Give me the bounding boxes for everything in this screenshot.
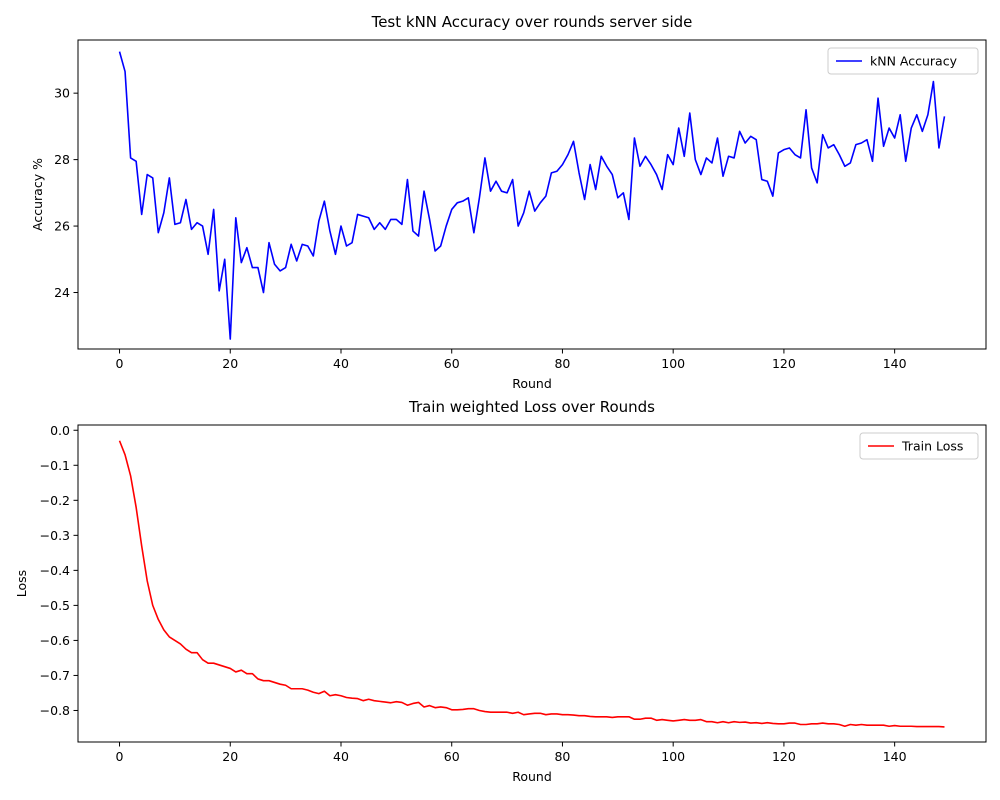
loss-x-tick-label: 40: [333, 749, 349, 764]
loss-chart-title: Train weighted Loss over Rounds: [408, 398, 655, 416]
accuracy-y-tick-label: 26: [54, 219, 70, 234]
loss-y-tick-label: 0.0: [50, 423, 70, 438]
loss-y-tick-label: −0.6: [40, 633, 70, 648]
loss-series-line: [118, 440, 945, 728]
accuracy-legend: kNN Accuracy: [827, 47, 979, 75]
loss-y-tick-label: −0.4: [40, 563, 70, 578]
loss-y-tick-label: −0.5: [40, 598, 70, 613]
accuracy-chart: Test kNN Accuracy over rounds server sid…: [30, 13, 987, 391]
loss-x-tick-label: 100: [661, 749, 685, 764]
loss-y-tick-label: −0.8: [40, 703, 70, 718]
loss-x-tick-label: 20: [222, 749, 238, 764]
loss-y-axis-label: Loss: [14, 570, 29, 597]
accuracy-chart-title: Test kNN Accuracy over rounds server sid…: [371, 13, 693, 31]
accuracy-plot-frame: [77, 39, 987, 350]
loss-x-tick-label: 0: [116, 749, 124, 764]
accuracy-x-tick-label: 20: [222, 356, 238, 371]
loss-legend: Train Loss: [859, 432, 979, 460]
loss-legend-label: Train Loss: [901, 439, 963, 454]
accuracy-x-tick-label: 40: [333, 356, 349, 371]
accuracy-x-tick-label: 60: [444, 356, 460, 371]
loss-legend-box: [859, 432, 979, 460]
accuracy-legend-label: kNN Accuracy: [870, 54, 958, 69]
accuracy-y-tick-label: 30: [54, 86, 70, 101]
loss-y-tick-label: −0.1: [40, 458, 70, 473]
accuracy-x-tick-label: 80: [554, 356, 570, 371]
loss-y-tick-label: −0.2: [40, 493, 70, 508]
loss-x-tick-label: 140: [883, 749, 907, 764]
accuracy-x-tick-label: 120: [772, 356, 796, 371]
loss-x-tick-label: 60: [444, 749, 460, 764]
loss-plot-frame: [77, 424, 987, 743]
accuracy-series-line: [118, 51, 946, 340]
loss-chart: Train weighted Loss over Rounds 0 20 40 60 80…: [14, 398, 987, 784]
loss-y-tick-label: −0.3: [40, 528, 70, 543]
accuracy-x-tick-label: 0: [116, 356, 124, 371]
loss-x-tick-label: 120: [772, 749, 796, 764]
accuracy-legend-box: [827, 47, 979, 75]
accuracy-y-axis-label: Accuracy %: [30, 158, 45, 231]
loss-y-tick-label: −0.7: [40, 668, 70, 683]
accuracy-x-axis-label: Round: [512, 376, 552, 391]
accuracy-y-tick-label: 28: [54, 152, 70, 167]
loss-x-tick-label: 80: [554, 749, 570, 764]
accuracy-x-tick-label: 100: [661, 356, 685, 371]
loss-x-axis-label: Round: [512, 769, 552, 784]
accuracy-x-tick-label: 140: [883, 356, 907, 371]
accuracy-y-tick-label: 24: [54, 285, 70, 300]
